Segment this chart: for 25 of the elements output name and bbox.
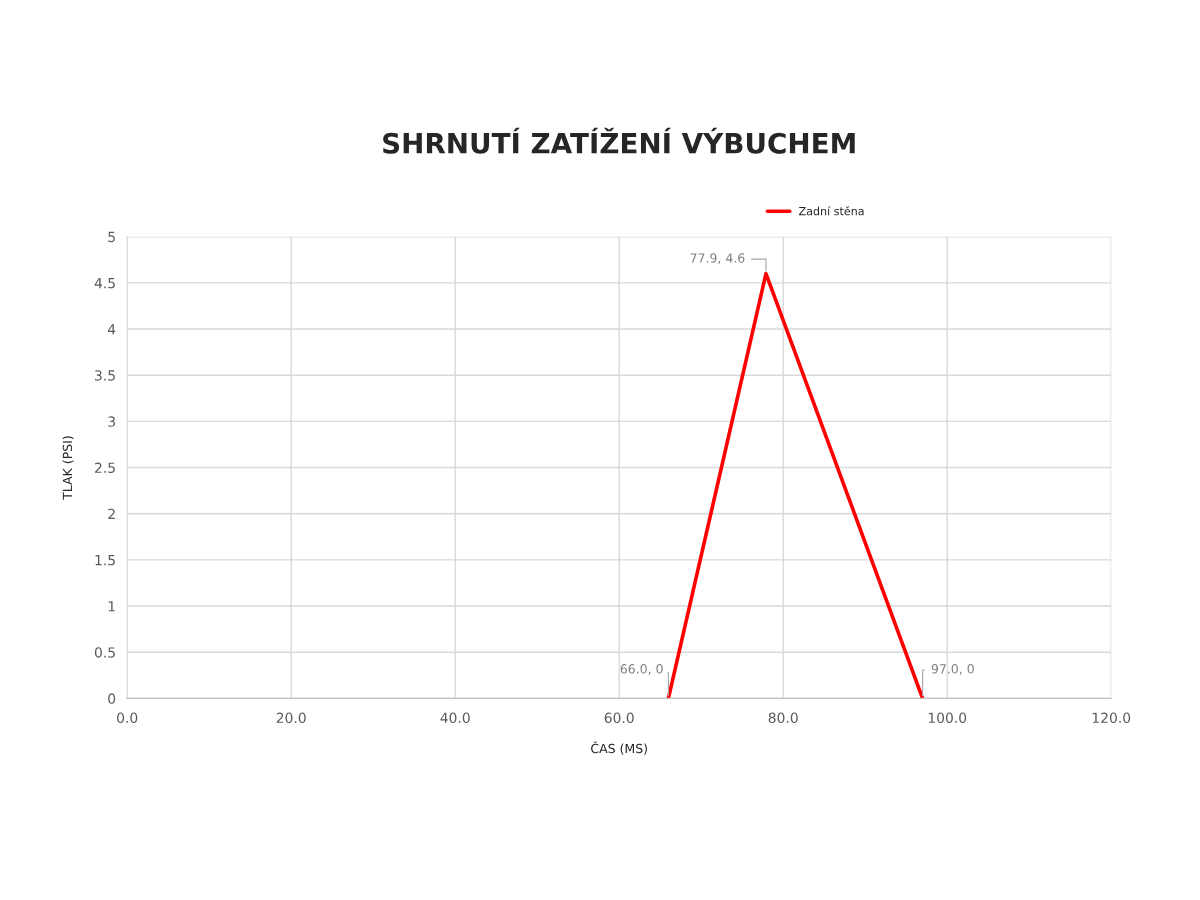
annotation: 77.9, 4.6 bbox=[690, 253, 745, 264]
x-tick-label: 80.0 bbox=[768, 712, 798, 724]
x-axis-title: ČAS (MS) bbox=[591, 741, 647, 755]
y-tick-label: 5 bbox=[108, 231, 115, 243]
x-tick-label: 100.0 bbox=[928, 712, 967, 724]
x-tick-label: 40.0 bbox=[440, 712, 470, 724]
y-tick-label: 2 bbox=[108, 508, 115, 519]
y-tick-label: 1.5 bbox=[95, 555, 115, 566]
y-tick-label: 4.5 bbox=[94, 278, 115, 289]
x-tick-label: 20.0 bbox=[276, 712, 306, 724]
y-tick-label: 1 bbox=[108, 601, 115, 612]
x-tick-label: 60.0 bbox=[604, 712, 634, 724]
legend-label: Zadní stěna bbox=[799, 206, 864, 216]
y-axis-title: TLAK (PSI) bbox=[62, 436, 74, 500]
y-tick-label: 2.5 bbox=[95, 462, 115, 474]
y-tick-label: 0.5 bbox=[94, 647, 115, 658]
y-tick-label: 3.5 bbox=[95, 370, 115, 381]
x-tick-label: 0.0 bbox=[117, 712, 138, 724]
x-tick-label: 120.0 bbox=[1092, 712, 1131, 724]
y-tick-label: 0 bbox=[108, 693, 116, 704]
annotation: 66.0, 0 bbox=[620, 664, 663, 675]
annotation: 97.0, 0 bbox=[931, 664, 974, 675]
chart-title: SHRNUTÍ ZATÍŽENÍ VÝBUCHEM bbox=[383, 127, 855, 154]
y-tick-label: 3 bbox=[108, 416, 115, 427]
y-tick-label: 4 bbox=[107, 324, 116, 335]
